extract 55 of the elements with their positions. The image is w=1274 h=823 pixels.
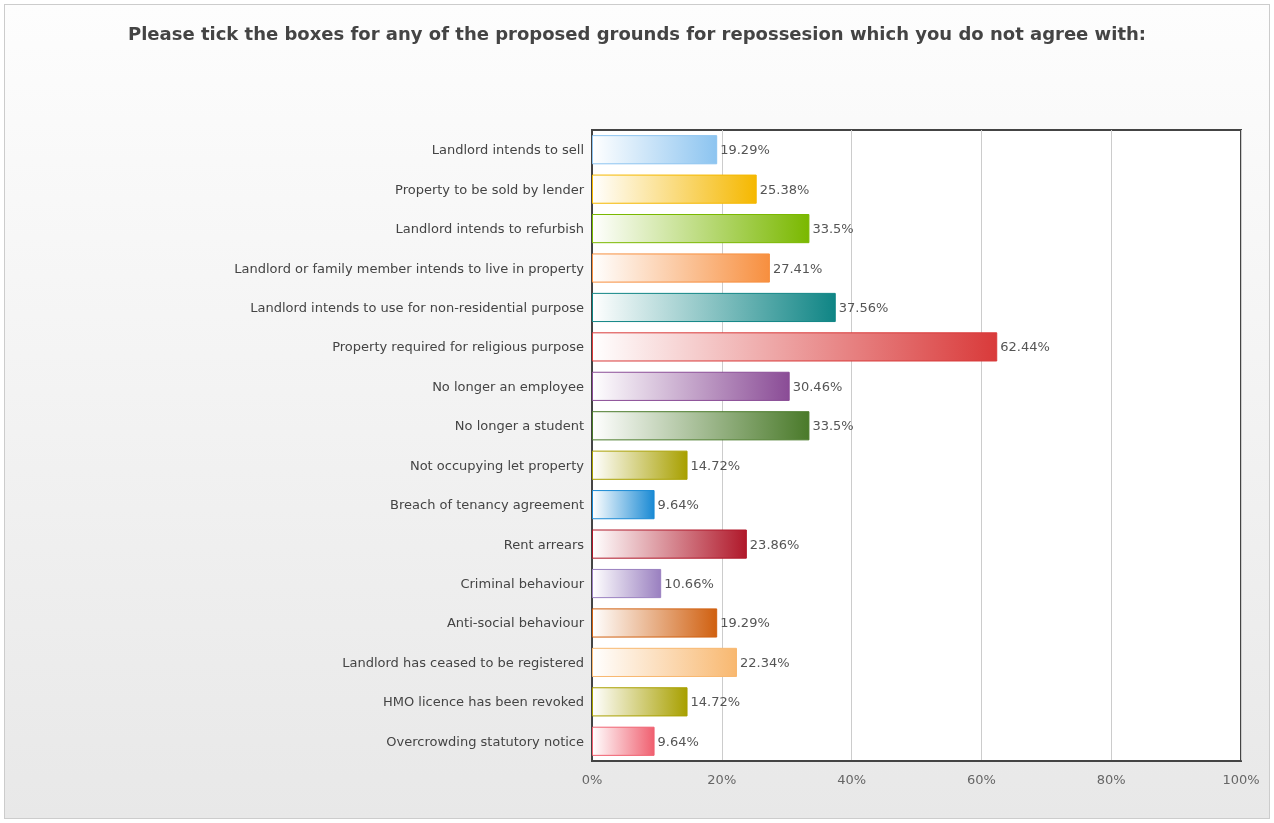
data-label: 30.46%	[792, 378, 843, 394]
data-label: 19.29%	[720, 142, 770, 158]
y-tick-label: No longer an employee	[432, 378, 584, 394]
bar	[592, 411, 810, 441]
y-tick-label: Landlord intends to refurbish	[395, 221, 584, 237]
bar	[592, 371, 790, 401]
bar	[592, 529, 747, 559]
data-label: 14.72%	[690, 457, 741, 473]
x-tick-label: 20%	[707, 772, 737, 787]
bar	[592, 647, 737, 677]
data-label: 10.66%	[664, 576, 714, 592]
data-label: 19.29%	[720, 615, 770, 631]
y-tick-label: Breach of tenancy agreement	[390, 497, 584, 513]
data-label: 62.44%	[1000, 339, 1050, 355]
x-tick-label: 100%	[1222, 772, 1260, 787]
bar	[592, 490, 655, 520]
data-label: 37.56%	[838, 299, 889, 315]
bar	[592, 450, 688, 480]
bar	[592, 135, 718, 165]
y-tick-label: HMO licence has been revoked	[383, 694, 584, 710]
y-tick-label: Not occupying let property	[409, 457, 585, 473]
x-tick-label: 40%	[837, 772, 867, 787]
bar	[592, 292, 836, 323]
data-label: 33.5%	[812, 221, 854, 237]
y-tick-label: No longer a student	[454, 418, 584, 434]
data-label: 14.72%	[690, 694, 741, 710]
data-label: 33.5%	[812, 418, 854, 434]
y-tick-label: Overcrowding statutory notice	[386, 733, 584, 749]
y-tick-label: Landlord intends to use for non-residential purpose	[250, 299, 584, 315]
chart-title: Please tick the boxes for any of the proposed grounds for repossesion which you do not agree with:	[127, 22, 1147, 44]
data-label: 22.34%	[739, 654, 790, 670]
data-label: 23.86%	[749, 536, 800, 552]
bar	[592, 214, 810, 244]
x-tick-label: 0%	[581, 772, 603, 787]
bar	[592, 332, 998, 362]
y-tick-label: Property required for religious purpose	[332, 339, 584, 355]
x-tick-label: 80%	[1096, 772, 1126, 787]
bar	[592, 687, 688, 717]
y-tick-label: Criminal behaviour	[460, 576, 585, 592]
y-tick-label: Property to be sold by lender	[395, 181, 585, 197]
y-tick-label: Landlord intends to sell	[431, 142, 584, 158]
y-tick-label: Landlord has ceased to be registered	[342, 654, 584, 670]
y-tick-label: Rent arrears	[503, 536, 585, 552]
bar	[592, 174, 757, 204]
x-tick-label: 60%	[966, 772, 996, 787]
data-label: 27.41%	[772, 260, 823, 276]
bar	[592, 726, 655, 756]
y-tick-label: Landlord or family member intends to live in property	[234, 260, 585, 276]
data-label: 9.64%	[657, 497, 699, 513]
bar	[592, 253, 770, 283]
y-tick-label: Anti-social behaviour	[446, 615, 585, 631]
data-label: 25.38%	[759, 181, 810, 197]
bar	[592, 568, 662, 599]
data-label: 9.64%	[657, 733, 699, 749]
bar	[592, 608, 718, 638]
